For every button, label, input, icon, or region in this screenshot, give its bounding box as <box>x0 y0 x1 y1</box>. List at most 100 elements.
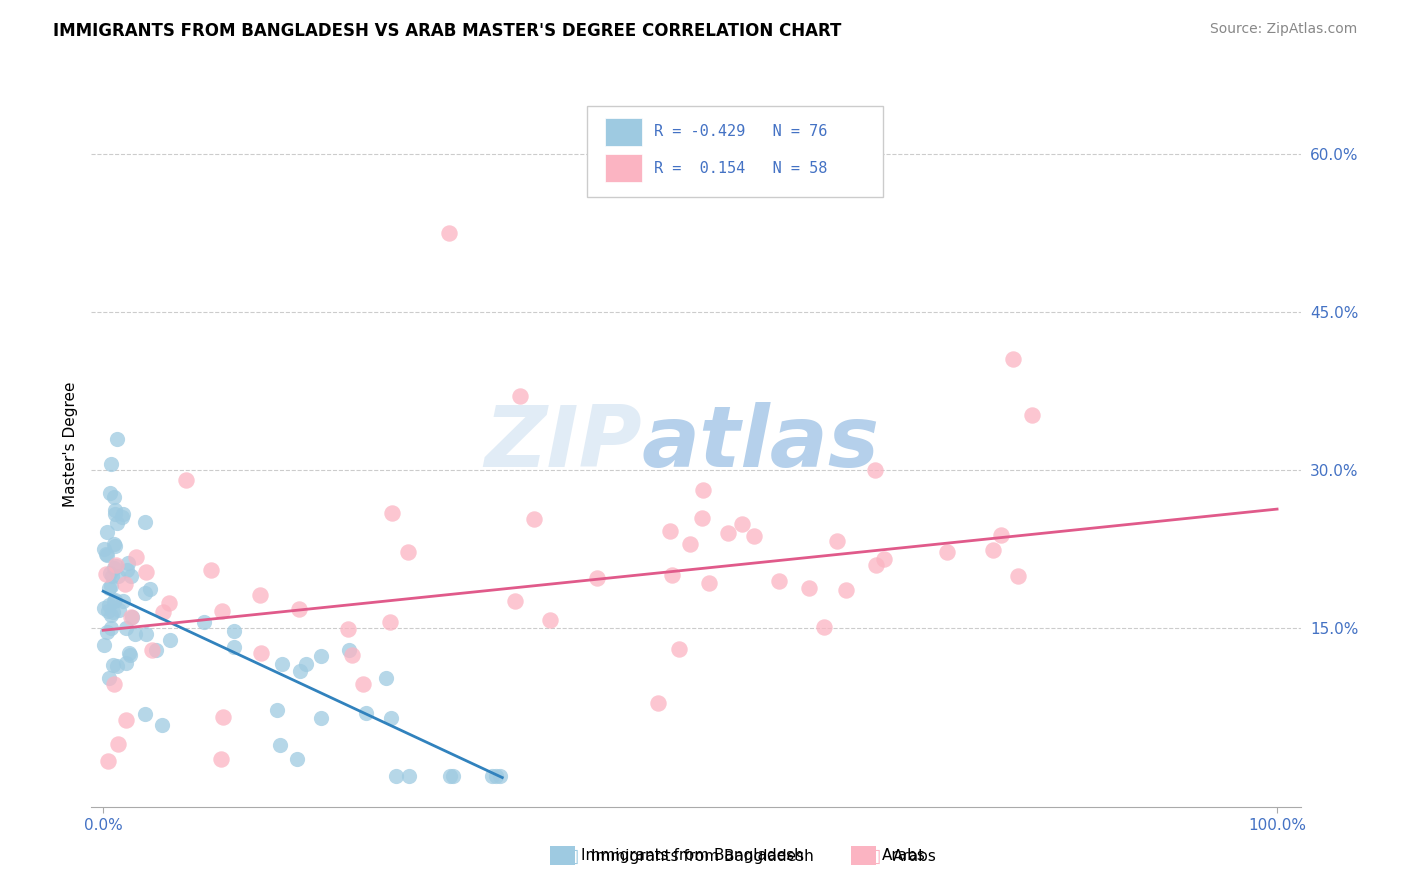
Point <box>990 528 1012 542</box>
Point <box>134 516 156 530</box>
Point <box>105 516 128 530</box>
Point <box>659 524 682 538</box>
Point <box>439 226 461 240</box>
Point <box>585 571 607 585</box>
Point <box>101 605 124 619</box>
Point <box>374 671 396 685</box>
Point <box>396 545 419 559</box>
Point <box>200 563 222 577</box>
Point <box>94 547 117 561</box>
Text: Immigrants from Bangladesh: Immigrants from Bangladesh <box>591 849 813 863</box>
Point <box>398 769 420 783</box>
Y-axis label: Master's Degree: Master's Degree <box>62 381 77 507</box>
Point <box>141 643 163 657</box>
Point <box>222 640 245 655</box>
Point <box>505 594 527 608</box>
Point <box>385 769 408 783</box>
Point <box>174 474 197 488</box>
Point <box>825 533 848 548</box>
Text: □: □ <box>560 847 579 866</box>
Point <box>103 490 125 504</box>
Point <box>668 641 690 656</box>
Point <box>731 516 754 531</box>
Text: Arabs: Arabs <box>893 849 936 863</box>
Point <box>509 389 531 403</box>
Point <box>105 659 128 673</box>
Point <box>288 601 311 615</box>
Point <box>104 503 127 517</box>
Point <box>98 486 121 500</box>
Point <box>134 586 156 600</box>
Point <box>935 545 957 559</box>
Point <box>134 707 156 722</box>
FancyBboxPatch shape <box>588 106 883 196</box>
Point <box>835 582 858 597</box>
Point <box>93 638 115 652</box>
Point <box>768 574 790 588</box>
Bar <box>851 846 876 865</box>
Point <box>100 569 122 583</box>
Point <box>266 703 288 717</box>
Point <box>863 463 886 477</box>
Point <box>100 607 122 622</box>
Point <box>104 507 127 521</box>
Point <box>105 432 128 446</box>
Point <box>108 603 131 617</box>
Point <box>159 633 181 648</box>
Point <box>250 646 273 660</box>
Point <box>112 507 135 521</box>
Point <box>97 604 120 618</box>
Point <box>380 711 402 725</box>
Text: R = -0.429   N = 76: R = -0.429 N = 76 <box>654 124 827 139</box>
Text: IMMIGRANTS FROM BANGLADESH VS ARAB MASTER'S DEGREE CORRELATION CHART: IMMIGRANTS FROM BANGLADESH VS ARAB MASTE… <box>53 22 842 40</box>
Point <box>290 664 312 678</box>
Point <box>152 605 174 619</box>
Point <box>117 557 139 571</box>
Point <box>118 648 141 663</box>
Point <box>118 647 141 661</box>
Text: Immigrants from Bangladesh: Immigrants from Bangladesh <box>581 848 803 863</box>
Text: Source: ZipAtlas.com: Source: ZipAtlas.com <box>1209 22 1357 37</box>
Point <box>692 511 714 525</box>
Point <box>1001 352 1024 367</box>
Point <box>270 657 292 671</box>
Point <box>354 706 377 720</box>
Point <box>125 550 148 565</box>
Point <box>120 610 142 624</box>
Point <box>96 549 118 563</box>
Point <box>103 594 125 608</box>
Point <box>100 457 122 471</box>
Point <box>135 565 157 579</box>
Point <box>114 621 136 635</box>
Point <box>96 524 118 539</box>
Point <box>114 656 136 670</box>
Point <box>107 568 129 582</box>
Point <box>124 626 146 640</box>
Point <box>679 537 702 551</box>
Point <box>523 512 546 526</box>
Point <box>488 769 510 783</box>
Point <box>342 648 364 663</box>
Point <box>538 613 561 627</box>
Point <box>309 711 332 725</box>
Point <box>797 581 820 595</box>
Point <box>114 577 136 591</box>
Point <box>865 558 887 573</box>
Text: ZIP: ZIP <box>484 402 641 485</box>
Point <box>285 752 308 766</box>
Point <box>378 615 401 630</box>
FancyBboxPatch shape <box>605 154 641 182</box>
Point <box>105 558 128 573</box>
Point <box>211 604 233 618</box>
Point <box>441 769 464 783</box>
Point <box>157 596 180 610</box>
Bar <box>550 846 575 865</box>
Text: Arabs: Arabs <box>882 848 925 863</box>
Point <box>98 599 121 613</box>
Point <box>337 622 360 636</box>
Point <box>104 558 127 572</box>
Point <box>93 601 115 615</box>
Point <box>100 579 122 593</box>
Point <box>699 576 721 591</box>
Point <box>135 627 157 641</box>
